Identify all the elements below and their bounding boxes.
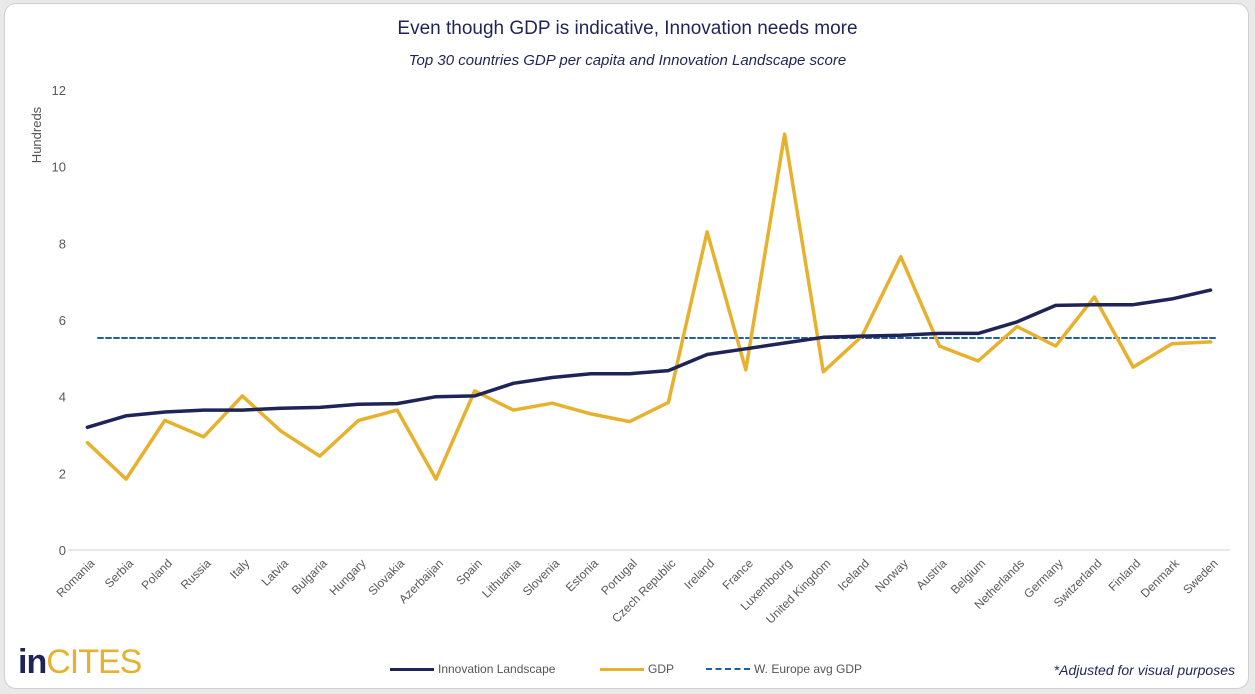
x-tick-label: Hungary — [327, 556, 369, 598]
chart-subtitle: Top 30 countries GDP per capita and Inno… — [408, 52, 847, 69]
x-tick-label: Estonia — [563, 556, 601, 594]
logo-cites-text: CITES — [46, 643, 142, 681]
x-tick-label: Poland — [139, 556, 175, 592]
legend: Innovation Landscape GDP W. Europe avg G… — [0, 662, 1255, 682]
y-tick-label: 4 — [59, 390, 66, 405]
legend-swatch-europe-avg — [706, 668, 750, 670]
y-tick-label: 6 — [59, 313, 66, 328]
x-tick-label: Spain — [453, 556, 485, 588]
x-tick-label: Slovenia — [520, 556, 563, 599]
incites-logo: inCITES — [18, 643, 142, 681]
y-tick-label: 12 — [52, 83, 66, 98]
logo-in-text: in — [18, 643, 47, 681]
adjustment-note: *Adjusted for visual purposes — [1053, 662, 1235, 678]
x-tick-label: Bulgaria — [289, 556, 330, 597]
y-tick-label: 10 — [52, 160, 66, 175]
chart-title: Even though GDP is indicative, Innovatio… — [397, 18, 858, 39]
x-tick-label: Norway — [872, 556, 911, 595]
x-tick-label: Denmark — [1138, 556, 1183, 601]
series-line-innovation-landscape — [85, 288, 1213, 430]
x-tick-label: Iceland — [835, 556, 872, 593]
y-tick-label: 0 — [59, 543, 66, 558]
line-chart: 0 2 4 6 8 10 12 Romania Serbia Poland Russia Italy… — [29, 83, 1230, 627]
legend-item-gdp: GDP — [600, 662, 674, 676]
y-axis-label: Hundreds — [29, 106, 44, 163]
x-tick-label: France — [720, 556, 757, 593]
legend-label-europe-avg: W. Europe avg GDP — [754, 662, 863, 676]
x-tick-label: Romania — [54, 556, 98, 600]
x-tick-label: Serbia — [102, 556, 137, 591]
legend-swatch-gdp — [600, 667, 644, 671]
x-tick-label: Sweden — [1180, 556, 1221, 597]
plot-area — [85, 132, 1216, 481]
legend-item-innovation: Innovation Landscape — [390, 662, 555, 676]
x-tick-label: Austria — [913, 556, 950, 593]
x-tick-label: Italy — [227, 556, 252, 581]
x-tick-label: Lithuania — [479, 556, 524, 601]
legend-label-innovation: Innovation Landscape — [438, 662, 556, 676]
legend-item-europe-avg: W. Europe avg GDP — [706, 662, 862, 676]
x-tick-label: Russia — [178, 556, 214, 592]
x-tick-label: Latvia — [259, 556, 292, 589]
legend-label-gdp: GDP — [648, 662, 675, 676]
legend-swatch-innovation — [390, 667, 434, 671]
chart-card — [4, 3, 1249, 689]
y-tick-label: 8 — [59, 236, 66, 251]
x-tick-label: Ireland — [681, 556, 717, 592]
x-tick-label: Finland — [1106, 556, 1144, 594]
series-line-gdp — [85, 132, 1213, 481]
x-axis: Romania Serbia Poland Russia Italy LatviaBulg… — [54, 556, 1221, 627]
y-axis: 0 2 4 6 8 10 12 — [52, 83, 1230, 558]
y-tick-label: 2 — [59, 466, 66, 481]
